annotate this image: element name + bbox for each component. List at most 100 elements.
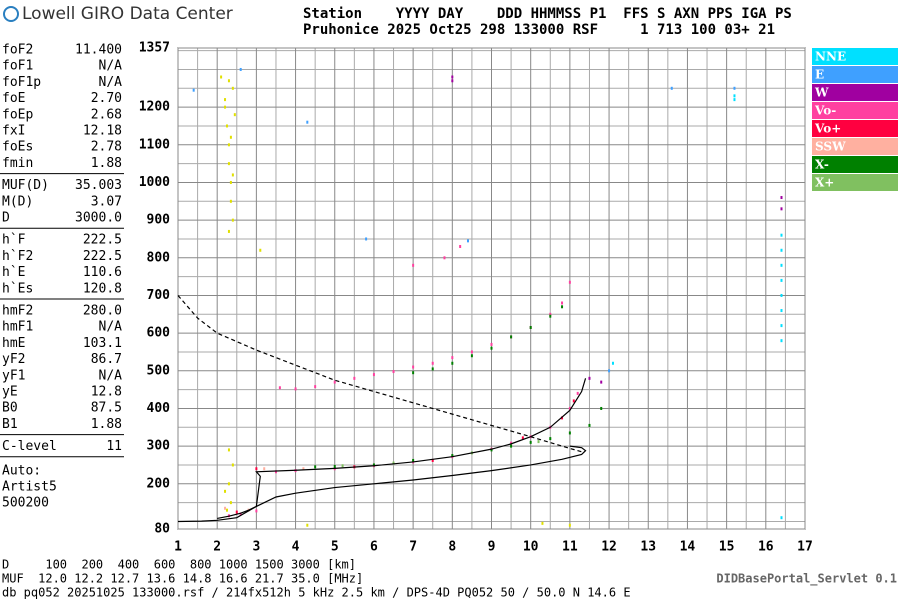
echo-point xyxy=(576,391,579,395)
echo-point xyxy=(333,380,336,384)
logo: Lowell GIRO Data Center xyxy=(22,4,233,24)
echo-point xyxy=(353,376,356,380)
echo-point xyxy=(510,444,513,448)
x-tick-label: 14 xyxy=(680,540,696,555)
param-value: 1.88 xyxy=(91,156,122,171)
echo-point xyxy=(314,385,317,389)
echo-point xyxy=(451,356,454,360)
param-name: M(D) xyxy=(2,194,33,209)
echo-point xyxy=(780,293,783,297)
echo-point xyxy=(255,509,258,513)
x-tick-label: 12 xyxy=(601,540,617,555)
param-name: C-level xyxy=(2,439,57,454)
echo-point xyxy=(235,510,238,514)
param-value: 2.78 xyxy=(91,140,122,155)
echo-point xyxy=(239,512,242,516)
legend-swatch xyxy=(812,84,898,101)
y-tick-label: 800 xyxy=(147,250,171,265)
echo-point xyxy=(229,501,232,505)
y-tick-label: 900 xyxy=(147,213,171,228)
param-name: foF1p xyxy=(2,75,41,90)
y-tick-label: 80 xyxy=(154,522,170,537)
param-name: foF1 xyxy=(2,59,33,74)
echo-point xyxy=(537,440,540,444)
param-value: 280.0 xyxy=(83,304,122,319)
legend-swatch xyxy=(812,48,898,65)
x-tick-label: 7 xyxy=(409,540,417,555)
echo-point xyxy=(521,436,524,440)
auto-label: 500200 xyxy=(2,495,49,510)
echo-point xyxy=(780,324,783,328)
x-tick-label: 4 xyxy=(292,540,300,555)
servlet: DIDBasePortal_Servlet 0.1 xyxy=(716,572,897,587)
param-name: yE xyxy=(2,385,18,400)
x-tick-label: 17 xyxy=(797,540,813,555)
echo-point xyxy=(229,199,232,203)
param-value: 86.7 xyxy=(91,352,122,367)
x-tick-label: 15 xyxy=(719,540,735,555)
legend-swatch xyxy=(812,138,898,155)
param-value: N/A xyxy=(99,59,123,74)
echo-point xyxy=(733,98,736,102)
param-value: 87.5 xyxy=(91,401,122,416)
echo-point xyxy=(225,508,228,512)
echo-point xyxy=(780,196,783,200)
legend-swatch xyxy=(812,66,898,83)
param-name: hmF1 xyxy=(2,320,33,335)
echo-point xyxy=(224,506,227,510)
auto-label: Auto: xyxy=(2,463,41,478)
x-tick-label: 8 xyxy=(448,540,456,555)
echo-point xyxy=(561,301,564,305)
echo-point xyxy=(231,86,234,90)
echo-point xyxy=(451,79,454,83)
param-value: 2.70 xyxy=(91,91,122,106)
legend-label: E xyxy=(815,68,824,82)
param-value: 222.5 xyxy=(83,233,122,248)
x-tick-label: 11 xyxy=(562,540,578,555)
echo-point xyxy=(431,367,434,371)
echo-point xyxy=(568,406,571,410)
echo-point xyxy=(588,376,591,380)
echo-point xyxy=(490,346,493,350)
param-name: B1 xyxy=(2,417,18,432)
param-value: 103.1 xyxy=(83,336,122,351)
y-tick-label: 700 xyxy=(147,288,171,303)
legend-label: Vo- xyxy=(814,104,836,118)
param-value: N/A xyxy=(99,75,123,90)
echo-point xyxy=(568,523,571,527)
profile-curve xyxy=(177,445,587,523)
param-name: B0 xyxy=(2,401,18,416)
echo-point xyxy=(451,361,454,365)
legend-swatch xyxy=(812,102,898,119)
param-value: 12.8 xyxy=(91,385,122,400)
echo-point xyxy=(231,218,234,222)
echo-point xyxy=(733,86,736,90)
echo-point xyxy=(443,256,446,260)
echo-point xyxy=(294,387,297,391)
echo-point xyxy=(255,467,258,471)
echo-point xyxy=(541,521,544,525)
echo-point xyxy=(229,135,232,139)
echo-point xyxy=(510,441,513,445)
legend-label: X+ xyxy=(815,176,834,190)
param-name: foF2 xyxy=(2,43,33,58)
echo-point xyxy=(568,280,571,284)
param-name: yF2 xyxy=(2,352,25,367)
echo-point xyxy=(341,464,344,468)
y-tick-label: 1357 xyxy=(139,41,170,56)
echo-point xyxy=(231,463,234,467)
echo-point xyxy=(224,489,227,493)
echo-point xyxy=(780,516,783,520)
x-tick-label: 2 xyxy=(213,540,221,555)
param-name: hmE xyxy=(2,336,25,351)
param-name: D xyxy=(2,211,10,226)
echo-point xyxy=(278,386,281,390)
echo-point xyxy=(225,124,228,128)
echo-point xyxy=(306,523,309,527)
echo-point xyxy=(412,371,415,375)
param-name: hmF2 xyxy=(2,304,33,319)
x-tick-label: 3 xyxy=(252,540,260,555)
legend-label: X- xyxy=(815,158,829,172)
echo-point xyxy=(470,354,473,358)
echo-point xyxy=(220,75,223,79)
